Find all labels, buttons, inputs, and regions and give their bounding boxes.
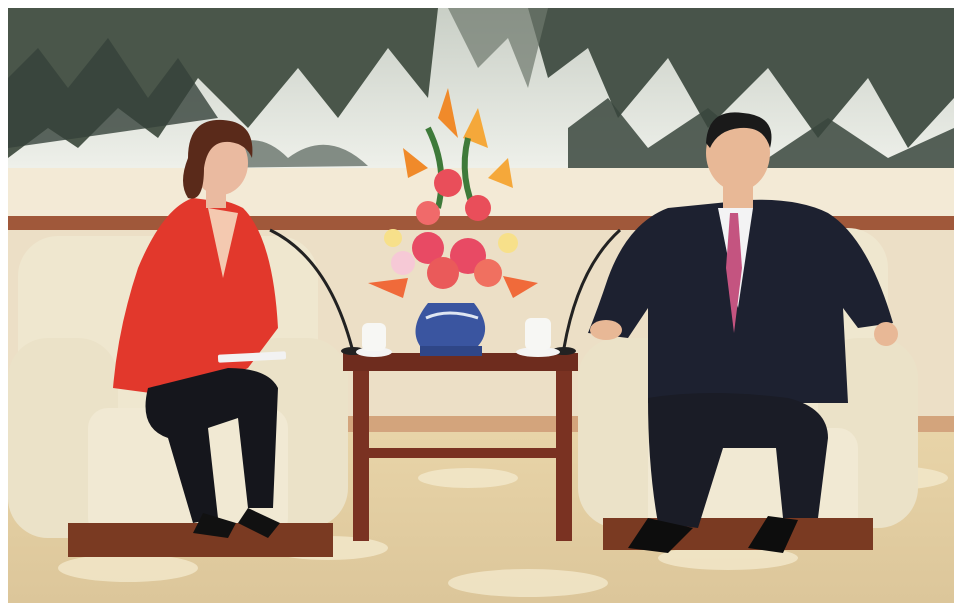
woman-in-red-jacket (113, 119, 287, 538)
side-table (343, 353, 578, 541)
flower-arrangement (368, 88, 538, 356)
tea-cup-left (356, 323, 392, 357)
tea-cup-right (516, 318, 560, 357)
meeting-photo (8, 8, 954, 603)
man-in-dark-suit (588, 112, 898, 553)
